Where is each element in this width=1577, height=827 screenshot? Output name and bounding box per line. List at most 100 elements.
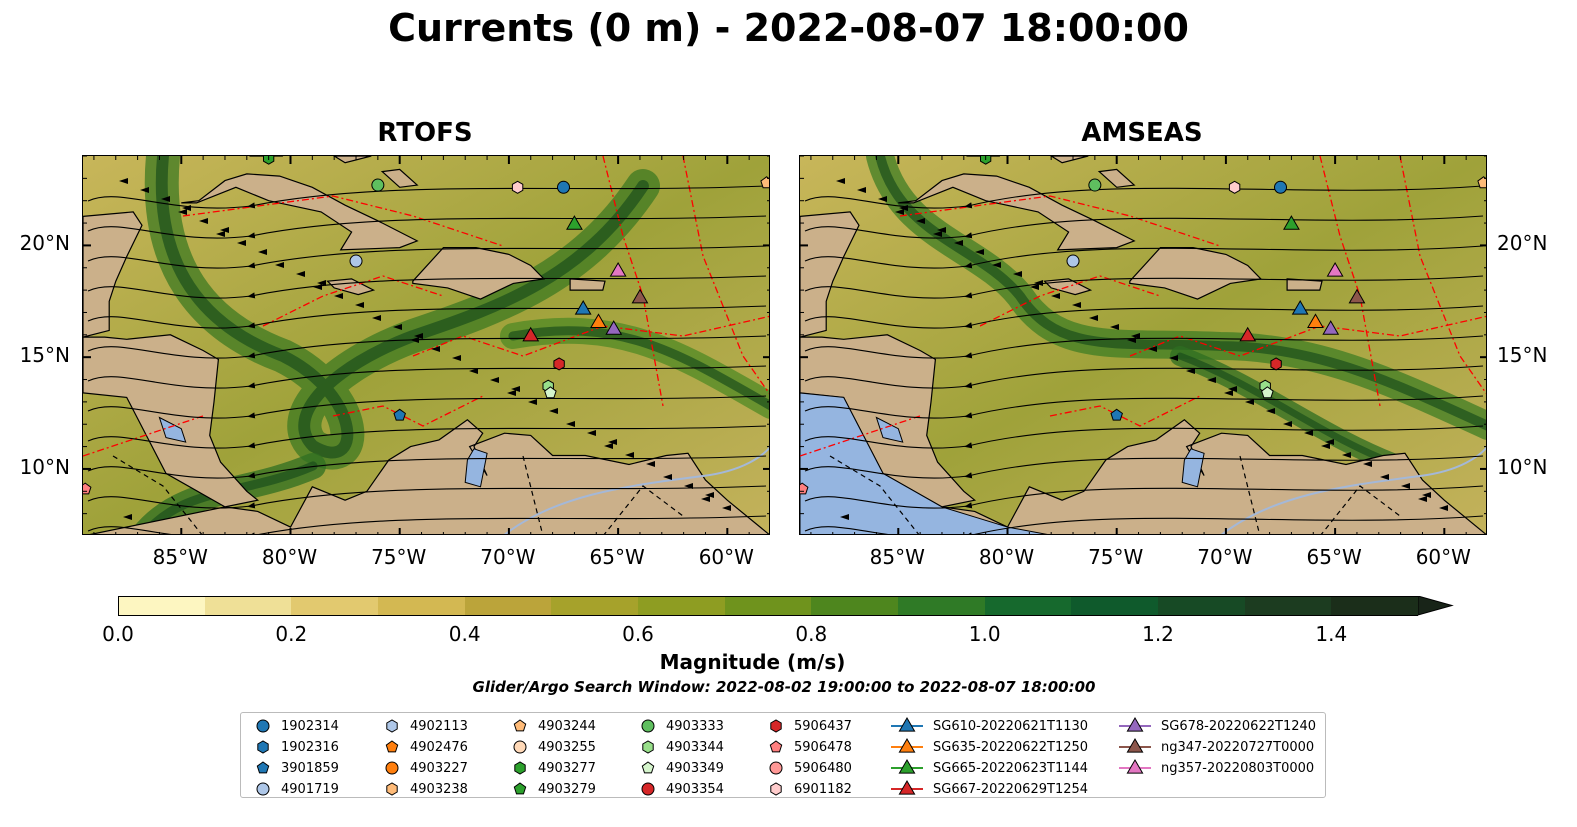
legend-marker-4902113 xyxy=(386,719,398,733)
marker-6901182 xyxy=(511,180,524,194)
streamline xyxy=(804,185,1484,209)
legend-marker-5906480 xyxy=(769,761,783,775)
flow-arrow xyxy=(1030,284,1039,290)
river xyxy=(504,446,769,534)
flow-arrow xyxy=(684,483,693,489)
marker-4901719 xyxy=(349,254,363,268)
legend-marker-SG678-20220622T1240 xyxy=(1126,717,1144,732)
flow-arrow xyxy=(1131,333,1140,339)
eez-boundary xyxy=(899,195,1221,247)
legend-marker-4903277 xyxy=(514,761,526,775)
legend-label: SG635-20220622T1250 xyxy=(933,739,1089,755)
flow-arrow xyxy=(840,514,849,520)
eez-boundary xyxy=(1049,395,1201,427)
eez-boundary xyxy=(800,415,921,457)
flow-arrow xyxy=(625,452,634,458)
legend-label: SG667-20220629T1254 xyxy=(933,781,1089,797)
legend-label: SG665-20220623T1144 xyxy=(933,760,1089,776)
flow-arrow xyxy=(1169,355,1178,361)
marker-3901859 xyxy=(393,408,406,421)
observation-markers xyxy=(800,156,1486,495)
legend-entry: ng357-20220803T0000 xyxy=(1117,759,1314,777)
lon-tick-label: 85°W xyxy=(869,545,925,569)
streamline xyxy=(804,485,1484,509)
legend-label: 4902476 xyxy=(410,739,468,755)
marker-4903277 xyxy=(263,156,275,165)
colorbar-tick-label: 0.4 xyxy=(448,622,481,646)
map-amseas[interactable] xyxy=(799,155,1487,535)
flow-arrow xyxy=(1051,293,1060,299)
flow-arrow xyxy=(878,196,887,202)
eez-boundary xyxy=(182,195,504,247)
eez-boundary xyxy=(1399,156,1486,395)
map-rtofs[interactable] xyxy=(82,155,770,535)
flow-arrow xyxy=(1321,443,1330,449)
streamline xyxy=(87,245,767,269)
land-bahamas2 xyxy=(1097,168,1136,188)
legend-label: 4903354 xyxy=(666,781,724,797)
legend-marker-4903344 xyxy=(642,740,654,754)
frame-ticks xyxy=(83,156,769,534)
colorbar-segment xyxy=(898,596,986,616)
legend-entry: 3901859 xyxy=(253,759,339,777)
legend-entry: 4903349 xyxy=(638,759,724,777)
flow-arrow xyxy=(275,262,284,268)
legend-label: 4903238 xyxy=(410,781,468,797)
flow-arrow xyxy=(663,474,672,480)
legend-entry: SG665-20220623T1144 xyxy=(889,759,1088,777)
flow-arrow xyxy=(975,249,984,255)
colorbar-segment xyxy=(638,596,726,616)
legend-label: 4903333 xyxy=(666,718,724,734)
lon-tick-label: 70°W xyxy=(1197,545,1253,569)
colorbar xyxy=(118,596,1454,616)
flow-arrow xyxy=(705,492,714,498)
flow-arrow xyxy=(296,271,305,277)
legend-entry: 5906437 xyxy=(766,717,852,735)
flow-arrow xyxy=(1245,399,1254,405)
legend-label: SG678-20220622T1240 xyxy=(1161,718,1317,734)
flow-arrow xyxy=(916,218,925,224)
colorbar-tick-label: 0.2 xyxy=(275,622,308,646)
land xyxy=(83,156,769,534)
colorbar-segment xyxy=(291,596,379,616)
flow-arrow xyxy=(1283,421,1292,427)
flow-arrow xyxy=(414,333,423,339)
legend-label: 4903279 xyxy=(538,781,596,797)
marker-SG635-20220622T1250 xyxy=(1307,313,1324,328)
flow-arrow xyxy=(410,337,419,343)
lon-tick-label: 60°W xyxy=(698,545,754,569)
legend-label: 3901859 xyxy=(281,760,339,776)
flow-arrow xyxy=(1127,337,1136,343)
legend-label: 4903244 xyxy=(538,718,596,734)
legend-entry: 4903344 xyxy=(638,738,724,756)
flow-arrow xyxy=(1342,452,1351,458)
legend-label: 1902314 xyxy=(281,718,339,734)
lon-tick-label: 60°W xyxy=(1415,545,1471,569)
marker-ng357-20220803T0000 xyxy=(609,262,627,277)
streamline xyxy=(804,305,1484,329)
eez-boundary xyxy=(602,156,664,407)
eez-boundary xyxy=(682,156,769,395)
flow-arrow xyxy=(313,284,322,290)
flow-arrow xyxy=(1418,496,1427,502)
streamline xyxy=(87,365,767,389)
flow-arrow xyxy=(608,439,617,445)
legend-label: 5906480 xyxy=(794,760,852,776)
legend-entry: 4903354 xyxy=(638,780,724,798)
legend-label: 4901719 xyxy=(281,781,339,797)
legend-marker-4903279 xyxy=(513,782,527,795)
lat-tick-label: 15°N xyxy=(19,343,70,368)
land-bahamas1 xyxy=(333,156,372,164)
legend-marker-1902316 xyxy=(257,740,269,754)
legend-label: 4903227 xyxy=(410,760,468,776)
colorbar-segment xyxy=(724,596,812,616)
legend-marker-ng357-20220803T0000 xyxy=(1126,759,1144,774)
eez-boundary xyxy=(1319,156,1381,407)
country-borders xyxy=(112,455,684,534)
marker-6901182 xyxy=(1228,180,1241,194)
colorbar-segment xyxy=(204,596,292,616)
legend-marker-4903349 xyxy=(641,761,655,774)
flow-arrow xyxy=(1013,271,1022,277)
legend-marker-SG635-20220622T1250 xyxy=(898,738,916,753)
colorbar-segment xyxy=(118,596,207,616)
